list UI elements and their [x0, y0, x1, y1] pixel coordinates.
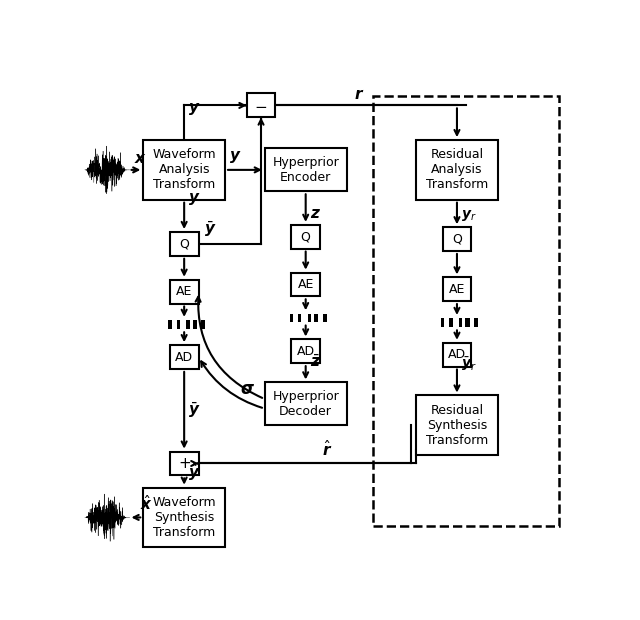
- Text: $\hat{\boldsymbol{x}}$: $\hat{\boldsymbol{x}}$: [140, 494, 153, 513]
- Bar: [265, 148, 347, 192]
- Text: Waveform
Synthesis
Transform: Waveform Synthesis Transform: [152, 496, 216, 539]
- Bar: [444, 318, 449, 327]
- Bar: [291, 273, 320, 296]
- Bar: [372, 96, 559, 526]
- Text: Q: Q: [452, 232, 462, 246]
- Text: $\boldsymbol{r}$: $\boldsymbol{r}$: [354, 87, 364, 102]
- Text: $\bar{\boldsymbol{y}}$: $\bar{\boldsymbol{y}}$: [204, 220, 216, 239]
- Bar: [436, 318, 441, 327]
- Text: AD: AD: [175, 350, 193, 363]
- Text: AE: AE: [176, 285, 193, 298]
- Bar: [143, 487, 225, 547]
- Text: $\hat{\boldsymbol{r}}$: $\hat{\boldsymbol{r}}$: [322, 439, 332, 459]
- Bar: [170, 232, 198, 256]
- Bar: [318, 314, 323, 322]
- Bar: [443, 227, 471, 251]
- Bar: [172, 321, 177, 329]
- Bar: [285, 314, 290, 322]
- Bar: [143, 140, 225, 200]
- Text: $\boldsymbol{y}$: $\boldsymbol{y}$: [188, 101, 200, 117]
- Text: $-$: $-$: [255, 98, 268, 113]
- Text: $\bar{\boldsymbol{y}}$: $\bar{\boldsymbol{y}}$: [188, 401, 200, 420]
- Text: $+$: $+$: [177, 456, 191, 471]
- Text: AD: AD: [296, 345, 315, 358]
- Text: Residual
Synthesis
Transform: Residual Synthesis Transform: [426, 404, 488, 447]
- Text: AD: AD: [448, 348, 466, 361]
- Bar: [197, 321, 201, 329]
- Bar: [452, 318, 459, 327]
- Bar: [246, 94, 275, 117]
- Bar: [293, 314, 298, 322]
- Bar: [301, 314, 308, 322]
- Bar: [311, 314, 314, 322]
- Text: $\boldsymbol{x}$: $\boldsymbol{x}$: [134, 151, 147, 166]
- Text: $\boldsymbol{y}_r$: $\boldsymbol{y}_r$: [461, 208, 477, 223]
- Bar: [463, 318, 465, 327]
- Bar: [416, 140, 498, 200]
- Bar: [470, 318, 474, 327]
- Text: Residual
Analysis
Transform: Residual Analysis Transform: [426, 148, 488, 192]
- Text: AE: AE: [449, 283, 465, 296]
- Bar: [170, 451, 198, 476]
- Bar: [163, 321, 168, 329]
- Bar: [291, 339, 320, 363]
- Text: $\boldsymbol{y}$: $\boldsymbol{y}$: [229, 149, 241, 165]
- Bar: [443, 277, 471, 301]
- Text: Waveform
Analysis
Transform: Waveform Analysis Transform: [152, 148, 216, 192]
- Bar: [180, 321, 186, 329]
- Bar: [163, 321, 205, 329]
- Bar: [291, 225, 320, 249]
- Text: $\boldsymbol{z}$: $\boldsymbol{z}$: [310, 206, 321, 221]
- Text: Hyperprior
Decoder: Hyperprior Decoder: [272, 390, 339, 418]
- Bar: [416, 396, 498, 455]
- Text: AE: AE: [298, 278, 314, 291]
- Text: $\hat{\boldsymbol{y}}$: $\hat{\boldsymbol{y}}$: [188, 461, 200, 482]
- Bar: [436, 318, 478, 327]
- Text: $\bar{\boldsymbol{y}}_r$: $\bar{\boldsymbol{y}}_r$: [461, 355, 477, 373]
- Bar: [170, 280, 198, 304]
- Text: Q: Q: [179, 237, 189, 250]
- Text: $\boldsymbol{\sigma}$: $\boldsymbol{\sigma}$: [240, 381, 255, 399]
- Text: $\bar{\boldsymbol{z}}$: $\bar{\boldsymbol{z}}$: [310, 354, 321, 370]
- Text: Q: Q: [301, 230, 310, 243]
- Bar: [170, 345, 198, 369]
- Bar: [189, 321, 193, 329]
- Bar: [443, 343, 471, 366]
- Bar: [265, 383, 347, 425]
- Text: Hyperprior
Encoder: Hyperprior Encoder: [272, 156, 339, 184]
- Bar: [285, 314, 327, 322]
- Text: $\boldsymbol{y}$: $\boldsymbol{y}$: [188, 191, 200, 207]
